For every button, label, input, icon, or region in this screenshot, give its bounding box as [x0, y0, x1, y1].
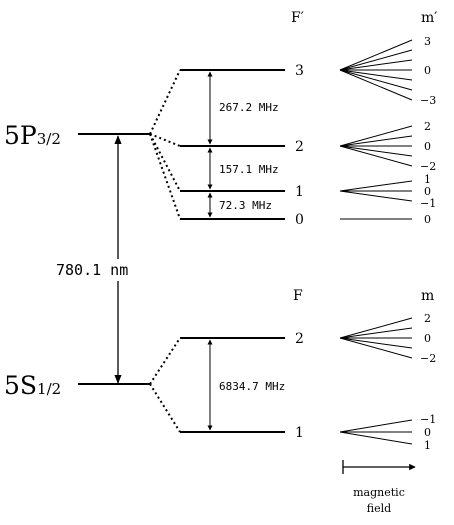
zeeman-fan-f2	[339, 125, 413, 167]
m-value: 0	[424, 332, 431, 345]
excited-state-label: 5P3/2	[4, 121, 61, 150]
excited-hyperfine: 267.2 MHz 157.1 MHz 72.3 MHz 3 2 1 0 F′ …	[149, 10, 437, 228]
zeeman-fan-ground-f1	[339, 419, 413, 445]
connector	[149, 133, 181, 192]
splitting-label-f3-f2: 267.2 MHz	[219, 101, 279, 114]
column-heading-f: F	[293, 288, 303, 304]
ground-hyperfine: 6834.7 MHz 2 1 F m	[149, 288, 434, 441]
m-values: 2 0 −2 −1 0 1	[420, 312, 436, 452]
splitting-label-f2-f1: 157.1 MHz	[219, 163, 279, 176]
f-value: 2	[295, 139, 304, 155]
m-value: 0	[424, 426, 431, 439]
connector	[149, 133, 181, 220]
m-value: −2	[420, 352, 436, 365]
m-value: 3	[424, 35, 431, 48]
m-value: 0	[424, 213, 431, 226]
connector	[149, 383, 181, 433]
m-prime-values: 3 0 −3 2 0 −2 1 0 −1 0	[420, 35, 436, 226]
m-value: 0	[424, 185, 431, 198]
ground-state-label: 5S1/2	[4, 371, 61, 400]
f-value: 3	[295, 63, 304, 79]
connector	[149, 69, 181, 135]
column-heading-f-prime: F′	[291, 10, 304, 26]
zeeman-fan-ground-f2	[339, 317, 413, 359]
f-value: 1	[295, 425, 304, 441]
m-value: 1	[424, 439, 431, 452]
m-value: −1	[420, 197, 436, 210]
axis-label-line1: magnetic	[353, 486, 405, 499]
m-value: −3	[420, 94, 436, 107]
transition-label: 780.1 nm	[56, 261, 128, 279]
transition-label-bg	[52, 259, 138, 281]
zeeman-fan-f3	[339, 39, 413, 101]
m-value: 1	[424, 173, 431, 186]
axis-label-line2: field	[367, 502, 391, 515]
f-value: 2	[295, 331, 304, 347]
m-value: 0	[424, 64, 431, 77]
column-heading-m-prime: m′	[421, 10, 437, 26]
splitting-label-f1-f0: 72.3 MHz	[219, 199, 272, 212]
m-value: 2	[424, 120, 431, 133]
connector	[149, 133, 181, 147]
f-value: 1	[295, 184, 304, 200]
m-value: 0	[424, 140, 431, 153]
splitting-label-ground: 6834.7 MHz	[219, 380, 285, 393]
column-heading-m: m	[421, 288, 434, 304]
m-value: −2	[420, 160, 436, 173]
m-value: −1	[420, 413, 436, 426]
m-value: 2	[424, 312, 431, 325]
f-value: 0	[295, 212, 304, 228]
zeeman-fan-f1	[339, 180, 413, 202]
magnetic-field-axis: magnetic field	[342, 460, 416, 515]
connector	[149, 337, 181, 385]
